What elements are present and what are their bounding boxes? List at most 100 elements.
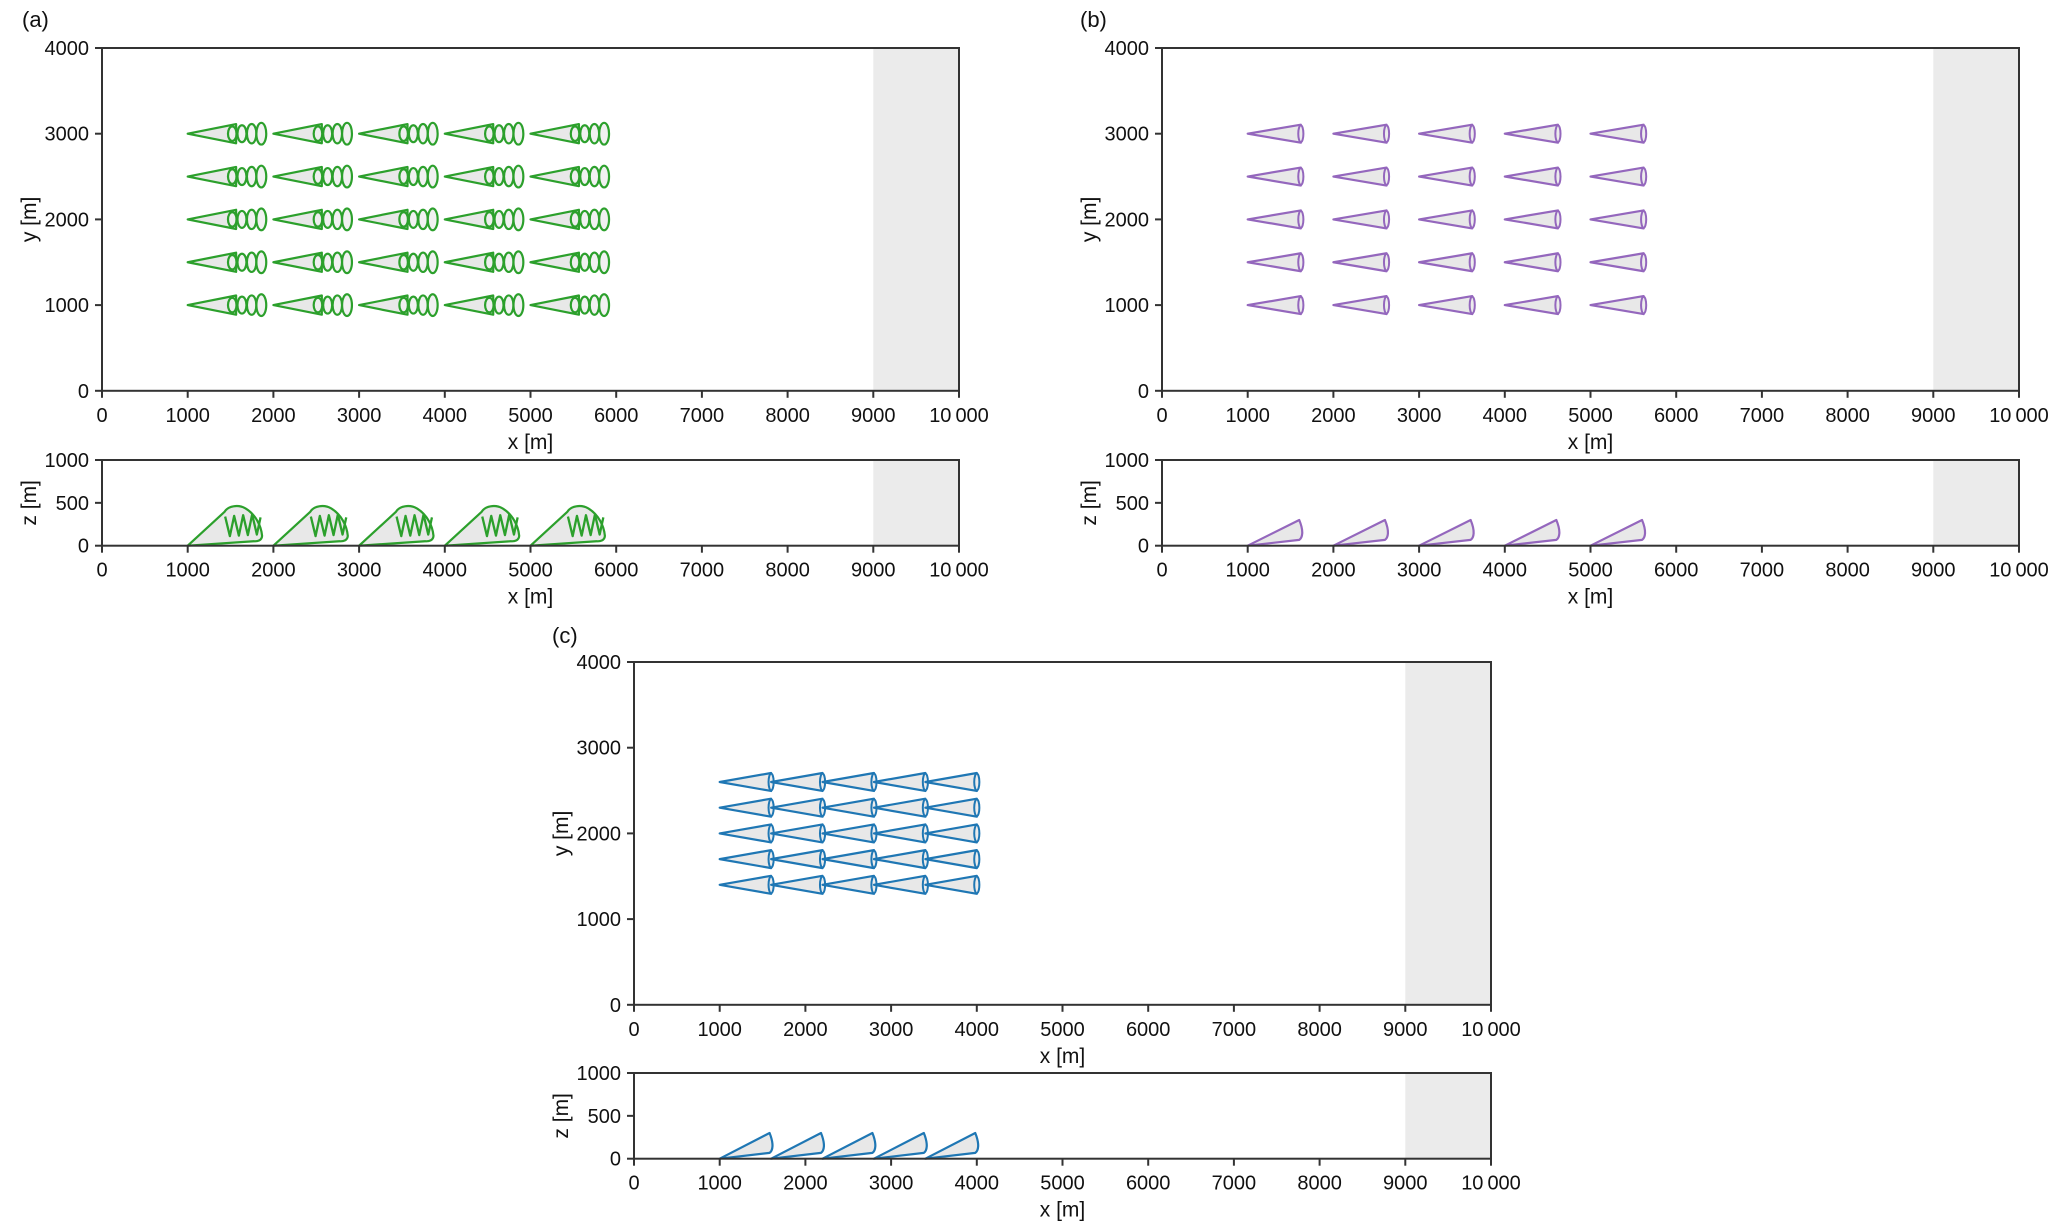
helix-loop — [483, 253, 495, 271]
x-tick-label: 2000 — [1311, 405, 1356, 427]
wake-cone-glyph — [272, 164, 354, 189]
cone-base-ellipse — [1640, 252, 1648, 272]
x-tick-label: 4000 — [423, 560, 468, 582]
x-tick-label: 9000 — [1911, 560, 1956, 582]
y-axis-label: y [m] — [1078, 197, 1101, 243]
plot-frame — [101, 459, 960, 547]
helix-loop — [483, 125, 495, 143]
x-axis-label: x [m] — [1568, 586, 1614, 609]
helix-loop — [598, 293, 611, 318]
wake-side-glyph — [1246, 518, 1304, 547]
wake-cone-glyph — [1332, 252, 1391, 273]
wake-cone-glyph — [821, 797, 878, 818]
helix-loop — [417, 122, 429, 145]
y-tick-label: 0 — [610, 995, 621, 1017]
helix-zigzag — [224, 513, 262, 538]
y-tick-label: 1000 — [45, 450, 90, 472]
helix-loop — [312, 253, 324, 271]
helix-loop — [598, 207, 611, 232]
x-tick-label: 1000 — [165, 405, 210, 427]
wake-cone-glyph — [1589, 252, 1648, 273]
x-tick-label: 6000 — [594, 405, 639, 427]
cone-base-ellipse — [1382, 210, 1391, 229]
y-tick-label: 500 — [56, 493, 89, 515]
helix-loop — [331, 122, 344, 145]
y-tick-label: 0 — [610, 1149, 621, 1171]
y-tick-label: 1000 — [1105, 295, 1150, 317]
plot-frame — [1161, 47, 2020, 392]
wake-cone-glyph — [1503, 166, 1562, 187]
helix-loop — [569, 168, 581, 185]
helix-loop — [598, 121, 611, 146]
helix-loop — [340, 121, 354, 146]
wake-cone-glyph — [1418, 123, 1476, 144]
helix-loop — [426, 250, 439, 275]
cone-base-ellipse — [1554, 295, 1562, 315]
helix-loop — [407, 166, 419, 187]
wake-cone-glyph — [186, 164, 268, 189]
helix-loop — [569, 125, 581, 143]
y-tick-label: 3000 — [1105, 124, 1150, 146]
x-tick-label: 9000 — [851, 560, 896, 582]
wake-cone-glyph — [770, 797, 827, 818]
x-axis-label: x [m] — [508, 431, 554, 454]
wake-cone-glyph — [443, 293, 525, 318]
cone-base-ellipse — [1382, 295, 1391, 315]
cone-base-ellipse — [818, 798, 827, 818]
helix-loop — [512, 121, 525, 146]
x-tick-label: 9000 — [851, 405, 896, 427]
x-tick-label: 2000 — [783, 1019, 828, 1041]
x-tick-label: 2000 — [783, 1173, 828, 1195]
x-tick-label: 10 000 — [1989, 560, 2049, 582]
x-tick-label: 4000 — [1483, 405, 1528, 427]
cone-base-ellipse — [1554, 167, 1562, 186]
helix-loop — [226, 211, 238, 228]
helix-loop — [512, 250, 525, 275]
x-tick-label: 8000 — [1825, 405, 1870, 427]
wake-cone-glyph — [358, 164, 439, 189]
panel-a-label: (a) — [22, 7, 49, 32]
helix-loop — [502, 165, 515, 188]
helix-loop — [255, 207, 268, 232]
x-tick-label: 7000 — [1740, 560, 1785, 582]
wake-cone-glyph — [872, 849, 929, 870]
wake-side-glyph — [770, 1131, 825, 1160]
y-tick-label: 1000 — [1105, 450, 1150, 472]
helix-zigzag — [395, 513, 434, 538]
x-tick-label: 10 000 — [929, 560, 989, 582]
x-tick-label: 8000 — [1297, 1019, 1342, 1041]
x-axis-label: x [m] — [1040, 1045, 1086, 1068]
helix-loop — [236, 252, 248, 272]
wake-side-glyph — [358, 504, 435, 547]
wake-cone-glyph — [924, 771, 981, 793]
x-tick-label: 5000 — [1568, 405, 1613, 427]
y-tick-label: 0 — [78, 381, 89, 403]
x-tick-label: 0 — [628, 1173, 639, 1195]
helix-loop — [255, 250, 268, 275]
y-tick-label: 4000 — [45, 38, 90, 60]
wake-cone-glyph — [1418, 295, 1476, 316]
helix-loop — [340, 164, 354, 189]
y-tick-label: 1000 — [577, 909, 622, 931]
x-axis-label: x [m] — [1040, 1199, 1086, 1222]
helix-loop — [598, 164, 611, 189]
x-tick-label: 3000 — [869, 1019, 914, 1041]
y-tick-label: 1000 — [45, 295, 90, 317]
shaded-region — [1405, 1073, 1491, 1159]
helix-loop — [245, 208, 258, 231]
wake-cone-glyph — [821, 874, 878, 895]
panel-a-side-view-plot: 0 1000 2000 3000 4000 5000 6000 7000 8000 9000 10 … — [18, 450, 989, 609]
helix-loop — [502, 122, 515, 145]
cone-base-ellipse — [767, 849, 775, 869]
helix-loop — [322, 124, 334, 144]
wake-side-glyph — [718, 1131, 774, 1160]
helix-loop — [579, 166, 591, 187]
helix-loop — [398, 125, 410, 143]
helix-loop — [245, 294, 258, 316]
cone-base-ellipse — [921, 824, 929, 843]
cone-base-ellipse — [1297, 252, 1305, 272]
x-tick-label: 8000 — [765, 560, 810, 582]
wake-side-glyph — [1589, 518, 1647, 547]
